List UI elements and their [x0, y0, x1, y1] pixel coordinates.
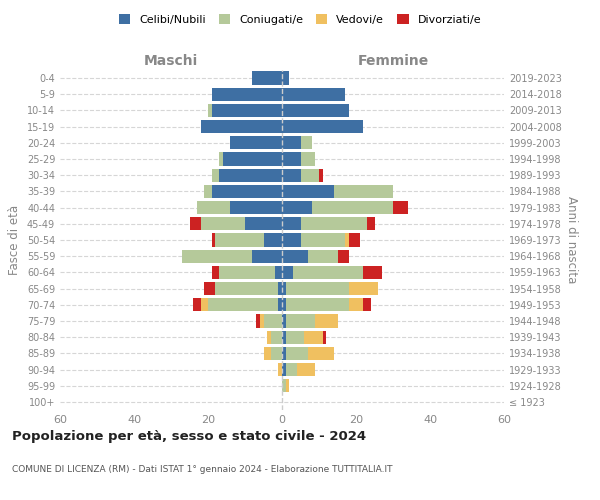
Bar — [286, 314, 316, 328]
Bar — [282, 379, 286, 392]
Bar — [311, 201, 393, 214]
Bar — [282, 217, 301, 230]
Y-axis label: Anni di nascita: Anni di nascita — [565, 196, 578, 284]
Bar — [282, 104, 349, 117]
Bar — [193, 298, 200, 312]
Bar — [282, 185, 334, 198]
Bar — [334, 185, 393, 198]
Bar — [282, 282, 286, 295]
Bar — [282, 330, 286, 344]
Bar — [393, 201, 408, 214]
Bar — [256, 314, 260, 328]
Bar — [282, 346, 286, 360]
Bar — [308, 250, 337, 263]
Bar — [301, 234, 345, 246]
Bar — [349, 234, 360, 246]
Bar — [200, 217, 245, 230]
Bar — [293, 266, 364, 279]
Bar — [286, 298, 349, 312]
Text: Maschi: Maschi — [144, 54, 198, 68]
Text: COMUNE DI LICENZA (RM) - Dati ISTAT 1° gennaio 2024 - Elaborazione TUTTITALIA.IT: COMUNE DI LICENZA (RM) - Dati ISTAT 1° g… — [12, 465, 392, 474]
Bar — [271, 330, 282, 344]
Bar — [282, 136, 301, 149]
Bar — [245, 217, 282, 230]
Bar — [204, 185, 212, 198]
Legend: Celibi/Nubili, Coniugati/e, Vedovi/e, Divorziati/e: Celibi/Nubili, Coniugati/e, Vedovi/e, Di… — [116, 10, 484, 28]
Bar — [219, 152, 223, 166]
Bar — [275, 266, 282, 279]
Bar — [212, 104, 282, 117]
Bar — [301, 136, 311, 149]
Bar — [190, 217, 200, 230]
Bar — [316, 314, 337, 328]
Bar — [349, 298, 364, 312]
Bar — [267, 330, 271, 344]
Bar — [282, 266, 293, 279]
Bar — [208, 298, 278, 312]
Bar — [278, 298, 282, 312]
Bar — [263, 234, 282, 246]
Bar — [200, 298, 208, 312]
Bar — [364, 298, 371, 312]
Bar — [323, 330, 326, 344]
Bar — [282, 363, 286, 376]
Bar — [301, 152, 316, 166]
Bar — [215, 282, 278, 295]
Bar — [282, 168, 301, 182]
Bar — [367, 217, 374, 230]
Bar — [219, 168, 282, 182]
Bar — [212, 88, 282, 101]
Bar — [282, 234, 301, 246]
Bar — [297, 363, 316, 376]
Text: Femmine: Femmine — [358, 54, 428, 68]
Bar — [282, 120, 364, 134]
Bar — [364, 266, 382, 279]
Bar — [204, 282, 215, 295]
Bar — [260, 314, 263, 328]
Bar — [212, 266, 219, 279]
Bar — [219, 266, 275, 279]
Bar — [253, 72, 282, 85]
Text: Popolazione per età, sesso e stato civile - 2024: Popolazione per età, sesso e stato civil… — [12, 430, 366, 443]
Bar — [337, 250, 349, 263]
Bar — [212, 168, 219, 182]
Bar — [182, 250, 253, 263]
Bar — [271, 346, 282, 360]
Bar — [282, 298, 286, 312]
Bar — [230, 201, 282, 214]
Bar — [200, 120, 282, 134]
Bar — [304, 330, 323, 344]
Bar — [286, 363, 297, 376]
Bar — [215, 234, 263, 246]
Bar — [263, 314, 282, 328]
Bar — [345, 234, 349, 246]
Bar — [308, 346, 334, 360]
Bar — [212, 185, 282, 198]
Bar — [282, 314, 286, 328]
Bar — [282, 88, 345, 101]
Bar — [282, 250, 308, 263]
Bar — [223, 152, 282, 166]
Bar — [212, 234, 215, 246]
Bar — [197, 201, 230, 214]
Y-axis label: Fasce di età: Fasce di età — [8, 205, 21, 275]
Bar — [253, 250, 282, 263]
Bar — [286, 379, 289, 392]
Bar — [282, 201, 311, 214]
Bar — [282, 152, 301, 166]
Bar — [349, 282, 378, 295]
Bar — [208, 104, 212, 117]
Bar — [282, 72, 289, 85]
Bar — [286, 346, 308, 360]
Bar — [230, 136, 282, 149]
Bar — [301, 168, 319, 182]
Bar — [263, 346, 271, 360]
Bar — [286, 282, 349, 295]
Bar — [278, 363, 282, 376]
Bar — [319, 168, 323, 182]
Bar — [278, 282, 282, 295]
Bar — [286, 330, 304, 344]
Bar — [301, 217, 367, 230]
